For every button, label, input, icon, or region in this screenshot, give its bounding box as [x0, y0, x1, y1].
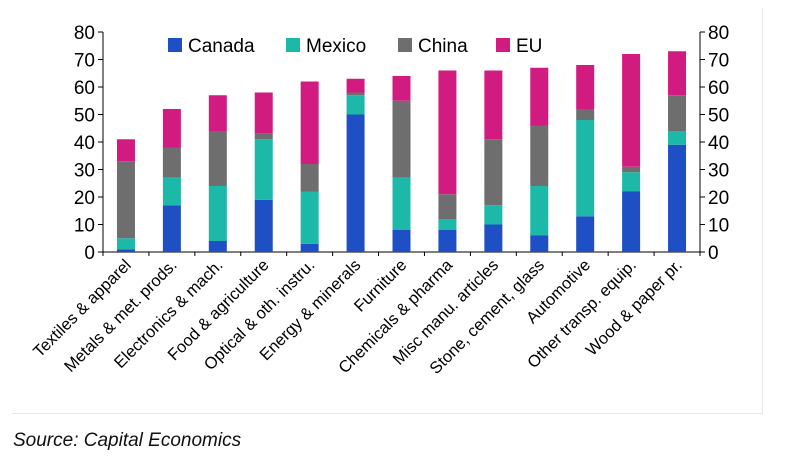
legend-label-mexico: Mexico: [306, 36, 366, 57]
bar-canada-segment: [576, 216, 595, 252]
bar-eu-segment: [208, 95, 227, 131]
bar-eu-segment: [346, 78, 365, 93]
bar-canada-segment: [162, 205, 181, 252]
y-tick-label-right: 50: [708, 106, 729, 127]
bar-china-segment: [346, 92, 365, 96]
y-tick-label-left: 50: [74, 106, 95, 127]
bar-mexico-segment: [254, 139, 273, 200]
legend-swatch-china: [398, 38, 412, 52]
y-tick-label-right: 40: [708, 133, 729, 154]
bar-canada-segment: [116, 249, 135, 252]
legend-label-canada: Canada: [188, 36, 255, 57]
bar-canada-segment: [346, 114, 365, 252]
bar-china-segment: [530, 125, 549, 186]
y-tick-label-right: 60: [708, 78, 729, 99]
source-note: Source: Capital Economics: [13, 430, 242, 451]
y-tick-label-left: 60: [74, 78, 95, 99]
bar-mexico-segment: [346, 95, 365, 115]
bar-eu-segment: [116, 139, 135, 162]
bar-china-segment: [392, 100, 411, 178]
bar-china-segment: [300, 164, 319, 192]
bar-eu-segment: [484, 70, 503, 140]
y-tick-label-left: 30: [74, 161, 95, 182]
y-tick-label-right: 70: [708, 51, 729, 72]
bar-mexico-segment: [162, 177, 181, 206]
y-tick-label-left: 80: [74, 23, 95, 44]
legend-swatch-mexico: [286, 38, 300, 52]
bar-mexico-segment: [668, 131, 687, 145]
y-tick-label-left: 40: [74, 133, 95, 154]
bar-canada-segment: [208, 241, 227, 252]
bar-china-segment: [254, 133, 273, 140]
bars: [116, 51, 687, 252]
bar-china-segment: [438, 194, 457, 219]
y-tick-label-left: 70: [74, 51, 95, 72]
bar-eu-segment: [162, 109, 181, 148]
bar-china-segment: [668, 95, 687, 131]
y-tick-label-right: 20: [708, 188, 729, 209]
bar-canada-segment: [484, 224, 503, 252]
bar-mexico-segment: [116, 238, 135, 250]
bar-mexico-segment: [438, 219, 457, 230]
bar-china-segment: [622, 166, 641, 173]
bar-china-segment: [116, 161, 135, 239]
legend: Canada Mexico China EU: [168, 36, 542, 57]
bar-mexico-segment: [576, 120, 595, 217]
bar-eu-segment: [622, 54, 641, 167]
bar-mexico-segment: [484, 205, 503, 225]
legend-swatch-canada: [168, 38, 182, 52]
bar-eu-segment: [300, 81, 319, 164]
bar-mexico-segment: [300, 191, 319, 244]
bar-mexico-segment: [208, 186, 227, 241]
bar-eu-segment: [438, 70, 457, 195]
bar-china-segment: [576, 109, 595, 120]
y-tick-label-left: 10: [74, 216, 95, 237]
bar-canada-segment: [392, 230, 411, 252]
bar-canada-segment: [300, 243, 319, 252]
bar-china-segment: [208, 131, 227, 186]
y-tick-label-right: 10: [708, 216, 729, 237]
bar-eu-segment: [576, 65, 595, 109]
bar-eu-segment: [668, 51, 687, 96]
bar-china-segment: [162, 147, 181, 178]
bar-mexico-segment: [530, 186, 549, 236]
y-tick-label-right: 30: [708, 161, 729, 182]
y-tick-label-right: 80: [708, 23, 729, 44]
chart-frame: [12, 8, 763, 414]
bar-mexico-segment: [392, 177, 411, 230]
bar-canada-segment: [668, 144, 687, 252]
bar-canada-segment: [622, 191, 641, 252]
bar-eu-segment: [392, 76, 411, 101]
legend-label-china: China: [418, 36, 468, 57]
legend-label-eu: EU: [516, 36, 542, 57]
bar-eu-segment: [254, 92, 273, 134]
bar-china-segment: [484, 139, 503, 206]
bar-canada-segment: [438, 230, 457, 252]
y-tick-label-right: 0: [708, 243, 719, 264]
bar-eu-segment: [530, 67, 549, 126]
bar-canada-segment: [530, 235, 549, 252]
legend-swatch-eu: [496, 38, 510, 52]
bar-mexico-segment: [622, 172, 641, 192]
bar-canada-segment: [254, 199, 273, 252]
y-tick-label-left: 0: [84, 243, 95, 264]
y-tick-label-left: 20: [74, 188, 95, 209]
